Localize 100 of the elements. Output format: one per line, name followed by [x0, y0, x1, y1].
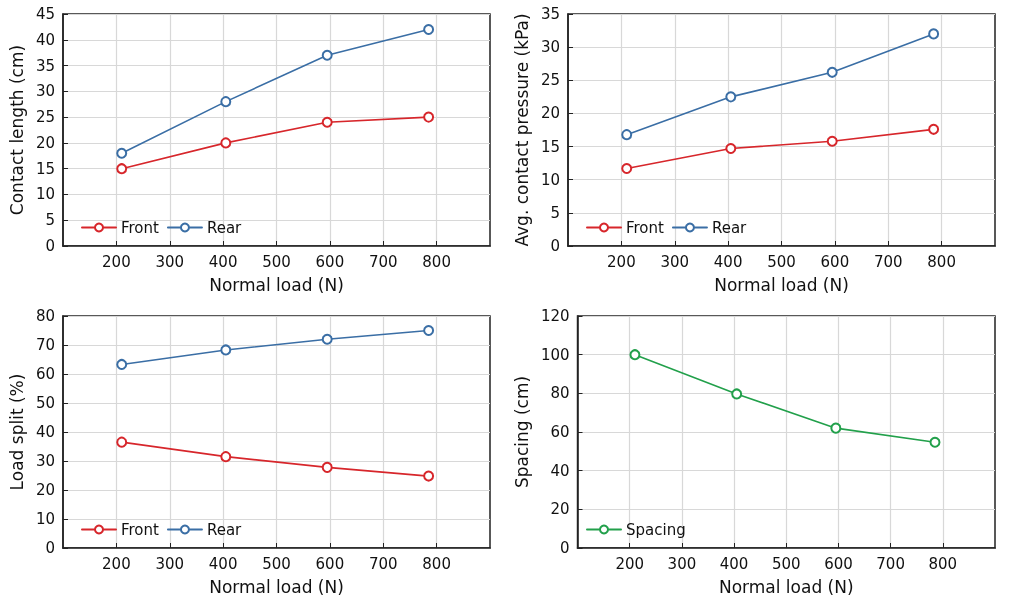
x-tick-label: 300	[667, 554, 697, 573]
legend-label: Rear	[206, 218, 243, 237]
y-tick-label: 30	[35, 452, 55, 470]
x-tick-label: 700	[368, 252, 398, 271]
y-tick-label: 40	[35, 30, 55, 49]
y-tick-label: 35	[540, 5, 560, 23]
y-tick-label: 120	[540, 307, 570, 325]
x-axis-title: Normal load (N)	[718, 576, 854, 597]
x-tick-label: 500	[262, 252, 291, 271]
legend-label: Rear	[206, 520, 243, 539]
y-tick-label: 5	[550, 203, 560, 222]
point	[423, 111, 435, 123]
x-tick-label: 400	[713, 252, 743, 271]
y-tick-label: 0	[45, 539, 55, 557]
point	[929, 436, 941, 448]
y-axis-title: Load split (%)	[6, 373, 27, 491]
x-tick-label: 600	[820, 252, 850, 271]
legend-label: Rear	[711, 218, 748, 237]
point	[116, 358, 128, 370]
point	[423, 470, 435, 482]
x-tick-label: 500	[262, 554, 291, 573]
y-tick-label: 80	[550, 384, 570, 403]
x-tick-label: 600	[824, 554, 853, 573]
y-axis-title: Contact length (cm)	[6, 44, 27, 216]
point	[321, 461, 333, 473]
point	[830, 422, 842, 434]
x-tick-label: 700	[873, 252, 903, 271]
point	[826, 135, 838, 147]
y-tick-label: 15	[35, 159, 55, 178]
point	[116, 147, 128, 159]
x-tick-label: 600	[315, 554, 345, 573]
y-tick-label: 10	[35, 510, 55, 528]
y-axis-title: Avg. contact pressure (kPa)	[511, 13, 532, 247]
point	[621, 129, 633, 141]
point	[220, 344, 232, 356]
x-tick-label: 700	[368, 554, 398, 573]
x-tick-label: 800	[422, 554, 451, 573]
y-tick-label: 35	[35, 56, 55, 75]
x-tick-label: 800	[422, 252, 451, 271]
point	[725, 91, 737, 103]
x-tick-label: 200	[615, 554, 645, 573]
point	[220, 137, 232, 149]
point	[321, 116, 333, 128]
legend-label: Front	[121, 218, 160, 237]
x-tick-label: 200	[607, 252, 636, 271]
x-tick-label: 700	[876, 554, 905, 573]
point	[928, 28, 940, 40]
y-tick-label: 20	[550, 500, 570, 519]
y-tick-label: 40	[550, 461, 570, 480]
y-tick-label: 30	[35, 82, 55, 101]
x-tick-label: 400	[719, 554, 749, 573]
x-tick-label: 600	[315, 252, 345, 271]
point	[928, 123, 940, 135]
y-tick-label: 0	[45, 237, 55, 255]
y-tick-label: 10	[540, 170, 560, 189]
point	[116, 436, 128, 448]
y-axis-title: Spacing (cm)	[511, 375, 532, 489]
y-tick-label: 100	[540, 345, 570, 364]
x-tick-label: 400	[208, 554, 238, 573]
x-tick-label: 500	[771, 554, 801, 573]
point	[629, 349, 641, 361]
y-tick-label: 20	[35, 133, 55, 152]
y-tick-label: 5	[45, 211, 55, 230]
x-axis-title: Normal load (N)	[714, 274, 849, 295]
x-tick-label: 300	[155, 252, 185, 271]
y-tick-label: 80	[35, 307, 55, 325]
y-tick-label: 45	[35, 5, 55, 23]
x-tick-label: 800	[927, 252, 956, 271]
y-tick-label: 0	[559, 539, 570, 557]
point	[423, 325, 435, 336]
y-tick-label: 25	[35, 108, 55, 127]
y-tick-label: 60	[35, 365, 55, 383]
y-tick-label: 30	[540, 38, 560, 57]
y-tick-label: 0	[550, 237, 560, 255]
x-tick-label: 200	[102, 554, 131, 573]
point	[220, 451, 232, 463]
x-tick-label: 400	[208, 252, 238, 271]
point	[826, 66, 838, 78]
legend-label: Front	[626, 218, 665, 237]
point	[321, 49, 333, 61]
point	[423, 23, 435, 35]
x-tick-label: 300	[155, 554, 185, 573]
x-tick-label: 300	[660, 252, 690, 271]
point	[220, 96, 232, 108]
y-tick-label: 70	[35, 336, 55, 354]
y-tick-label: 50	[35, 394, 55, 412]
point	[321, 333, 333, 345]
point	[621, 162, 633, 174]
x-tick-label: 200	[102, 252, 131, 271]
point	[731, 388, 743, 400]
x-axis-title: Normal load (N)	[209, 274, 344, 295]
legend-label: Spacing	[626, 520, 686, 539]
y-tick-label: 20	[540, 104, 560, 123]
x-axis-title: Normal load (N)	[209, 576, 344, 597]
y-tick-label: 20	[35, 481, 55, 499]
y-tick-label: 15	[540, 137, 560, 156]
point	[725, 143, 737, 155]
y-tick-label: 10	[35, 185, 55, 204]
y-tick-label: 25	[540, 71, 560, 90]
x-tick-label: 800	[928, 554, 958, 573]
